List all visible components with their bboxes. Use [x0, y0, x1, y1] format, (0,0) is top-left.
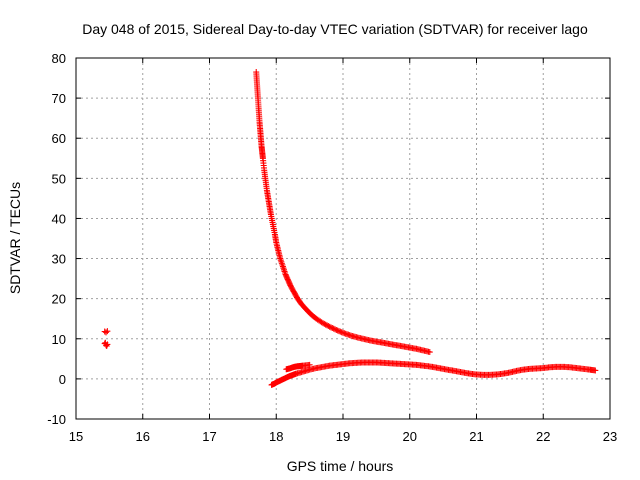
data-point: [321, 320, 328, 327]
x-tick-label: 21: [469, 429, 483, 444]
data-point: [323, 322, 330, 329]
data-point: [326, 323, 333, 330]
y-tick-label: 40: [52, 211, 66, 226]
axis-ticks: 15 16 17 18 19 20 21 22 23 -10 0 10 20 30 40 50 60 70 80: [47, 51, 617, 444]
y-tick-label: 50: [52, 171, 66, 186]
data-point: [333, 326, 340, 333]
data-point: [319, 320, 326, 327]
y-axis-label: SDTVAR / TECUs: [7, 182, 23, 294]
y-tick-label: 80: [52, 51, 66, 66]
x-tick-label: 17: [202, 429, 216, 444]
data-point: [103, 342, 110, 349]
chart-title: Day 048 of 2015, Sidereal Day-to-day VTE…: [82, 21, 588, 37]
data-point: [338, 329, 345, 336]
data-point: [592, 367, 599, 374]
x-tick-label: 20: [403, 429, 417, 444]
x-tick-label: 22: [536, 429, 550, 444]
y-tick-label: 70: [52, 91, 66, 106]
y-tick-label: 30: [52, 252, 66, 267]
x-tick-label: 16: [136, 429, 150, 444]
data-point: [331, 326, 338, 333]
data-point: [322, 321, 329, 328]
grid: [76, 58, 610, 419]
y-tick-label: 0: [59, 372, 66, 387]
data-point: [327, 324, 334, 331]
data-point: [337, 328, 344, 335]
data-point: [426, 349, 433, 356]
x-tick-label: 18: [269, 429, 283, 444]
data-point: [306, 361, 313, 368]
data-point: [102, 339, 109, 346]
data-point: [335, 328, 342, 335]
data-point: [325, 323, 332, 330]
x-tick-label: 23: [603, 429, 617, 444]
data-point: [329, 325, 336, 332]
data-point: [334, 327, 341, 334]
data-points: [101, 69, 599, 388]
y-tick-label: 60: [52, 131, 66, 146]
y-tick-label: 20: [52, 292, 66, 307]
y-tick-label: -10: [47, 412, 66, 427]
data-point: [330, 325, 337, 332]
data-point: [104, 328, 111, 335]
y-tick-label: 10: [52, 332, 66, 347]
x-tick-label: 15: [69, 429, 83, 444]
data-point: [103, 329, 110, 336]
x-tick-label: 19: [336, 429, 350, 444]
x-axis-label: GPS time / hours: [287, 458, 394, 474]
